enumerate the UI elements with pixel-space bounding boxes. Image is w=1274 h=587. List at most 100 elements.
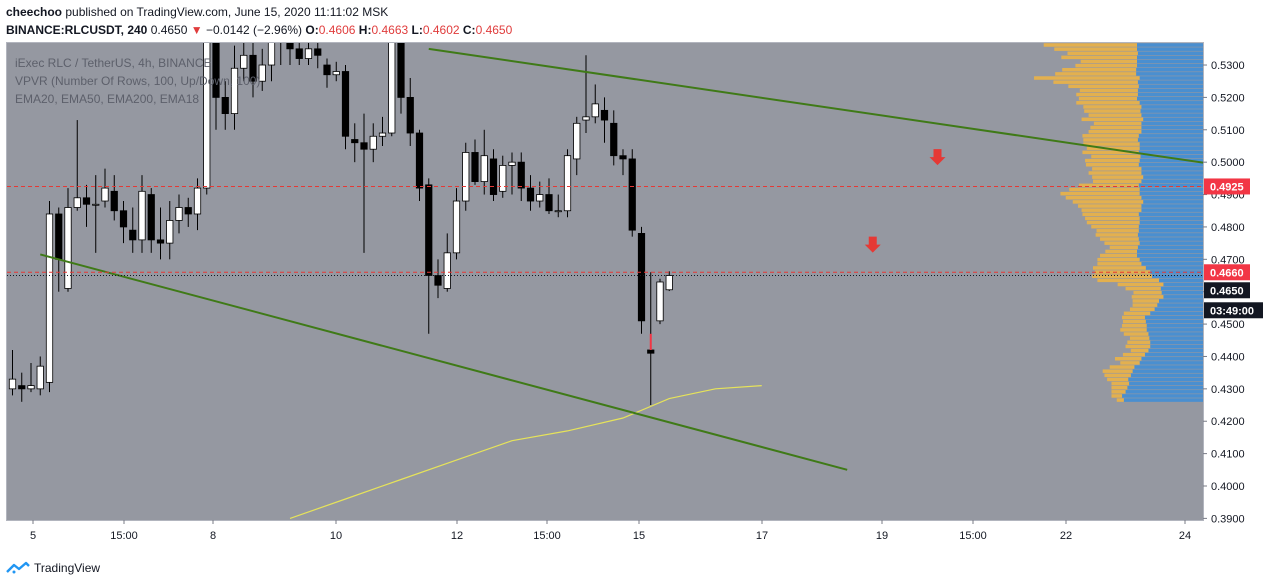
vp-row-down [1120, 361, 1140, 365]
candle [600, 109, 609, 121]
vp-row-up [1150, 344, 1203, 349]
price-change: −0.0142 (−2.96%) [205, 23, 303, 37]
vp-row-down [1109, 365, 1135, 369]
vp-row-down [1111, 385, 1128, 390]
candle [545, 194, 553, 212]
candle [471, 152, 479, 182]
time-tick-label: 22 [1060, 530, 1072, 542]
candle [573, 122, 581, 160]
footer: TradingView [6, 561, 100, 575]
publisher-name[interactable]: cheechoo [6, 5, 63, 19]
vp-row-down [1088, 113, 1142, 117]
vp-row-down [1129, 336, 1150, 340]
vp-row-up [1137, 63, 1203, 68]
candle [415, 132, 424, 189]
vp-row-down [1092, 274, 1152, 278]
vp-row-up [1139, 220, 1203, 225]
vp-row-down [1093, 179, 1142, 184]
vp-row-up [1150, 311, 1203, 316]
vp-row-up [1144, 352, 1203, 357]
vp-row-up [1138, 84, 1203, 89]
time-tick-label: 15:00 [959, 530, 987, 542]
price-badge [1204, 178, 1250, 195]
vp-row-up [1132, 369, 1203, 373]
vp-row-down [1096, 229, 1139, 233]
vp-row-up [1137, 80, 1203, 84]
vp-row-up [1157, 303, 1203, 307]
ohlc-header: BINANCE:RLCUSDT, 240 0.4650 ▼ −0.0142 (−… [6, 23, 512, 37]
vp-row-up [1151, 274, 1203, 278]
candle [82, 197, 91, 205]
candle [240, 54, 248, 69]
price-tick-label: 0.5100 [1211, 125, 1245, 137]
vp-row-up [1146, 328, 1203, 332]
brand-name[interactable]: TradingView [34, 561, 101, 575]
last-price: 0.4650 [150, 23, 188, 37]
candle [563, 155, 572, 212]
vp-row-down [1091, 224, 1139, 229]
vp-row-down [1034, 76, 1140, 80]
candle [508, 161, 516, 166]
candle [628, 158, 636, 231]
vp-row-down [1090, 125, 1142, 130]
vp-row-down [1109, 245, 1138, 250]
vp-row-up [1137, 47, 1203, 51]
low-value: 0.4602 [422, 23, 460, 37]
vp-row-down [1067, 51, 1138, 56]
vp-row-up [1127, 385, 1203, 390]
candle [388, 43, 396, 134]
chart-legend: iExec RLC / TetherUS, 4h, BINANCE VPVR (… [15, 54, 260, 108]
vp-row-up [1129, 381, 1203, 386]
candle [258, 64, 266, 82]
vp-row-up [1128, 377, 1203, 382]
candle [36, 365, 44, 390]
vp-row-down [1078, 204, 1142, 208]
candle [101, 187, 109, 202]
price-badge-label: 0.4925 [1210, 181, 1244, 193]
time-tick-label: 24 [1179, 530, 1191, 542]
price-tick-label: 0.4400 [1211, 351, 1245, 363]
candle [193, 187, 202, 215]
vp-row-down [1129, 307, 1155, 311]
vp-row-up [1138, 229, 1203, 233]
vp-row-down [1122, 324, 1147, 328]
candle [462, 152, 470, 202]
vp-row-up [1141, 105, 1203, 109]
vp-row-down [1083, 142, 1140, 146]
vp-row-up [1134, 365, 1203, 369]
vp-row-up [1141, 125, 1203, 130]
vp-row-down [1111, 394, 1123, 398]
open-value: 0.4606 [318, 23, 356, 37]
candle [369, 135, 377, 150]
price-tick-label: 0.5300 [1211, 60, 1245, 72]
vp-row-up [1144, 315, 1203, 320]
vp-row-down [1060, 191, 1140, 196]
candle [665, 275, 673, 291]
vp-row-down [1043, 43, 1137, 47]
vp-row-down [1083, 105, 1142, 109]
candle [517, 161, 525, 189]
trendline [428, 47, 1203, 164]
open-label: O: [305, 23, 319, 37]
vp-row-down [1132, 299, 1159, 303]
vp-row-down [1084, 109, 1141, 113]
time-tick-label: 12 [451, 530, 463, 542]
arrow-down-icon [864, 236, 881, 253]
price-tick-label: 0.4200 [1211, 416, 1245, 428]
vp-row-up [1137, 92, 1203, 97]
vp-row-up [1163, 282, 1203, 287]
vp-row-up [1146, 324, 1203, 328]
vp-row-down [1076, 92, 1138, 97]
vp-row-down [1102, 369, 1133, 373]
vp-row-up [1140, 109, 1203, 113]
price-tick-label: 0.4000 [1211, 481, 1245, 493]
vp-row-down [1131, 295, 1164, 299]
vp-row-down [1068, 84, 1139, 89]
change-arrow-icon: ▼ [190, 23, 203, 37]
vp-row-up [1137, 59, 1203, 64]
candle [526, 187, 535, 202]
vp-row-down [1107, 377, 1129, 382]
vp-row-down [1054, 47, 1137, 51]
candle [341, 71, 350, 137]
